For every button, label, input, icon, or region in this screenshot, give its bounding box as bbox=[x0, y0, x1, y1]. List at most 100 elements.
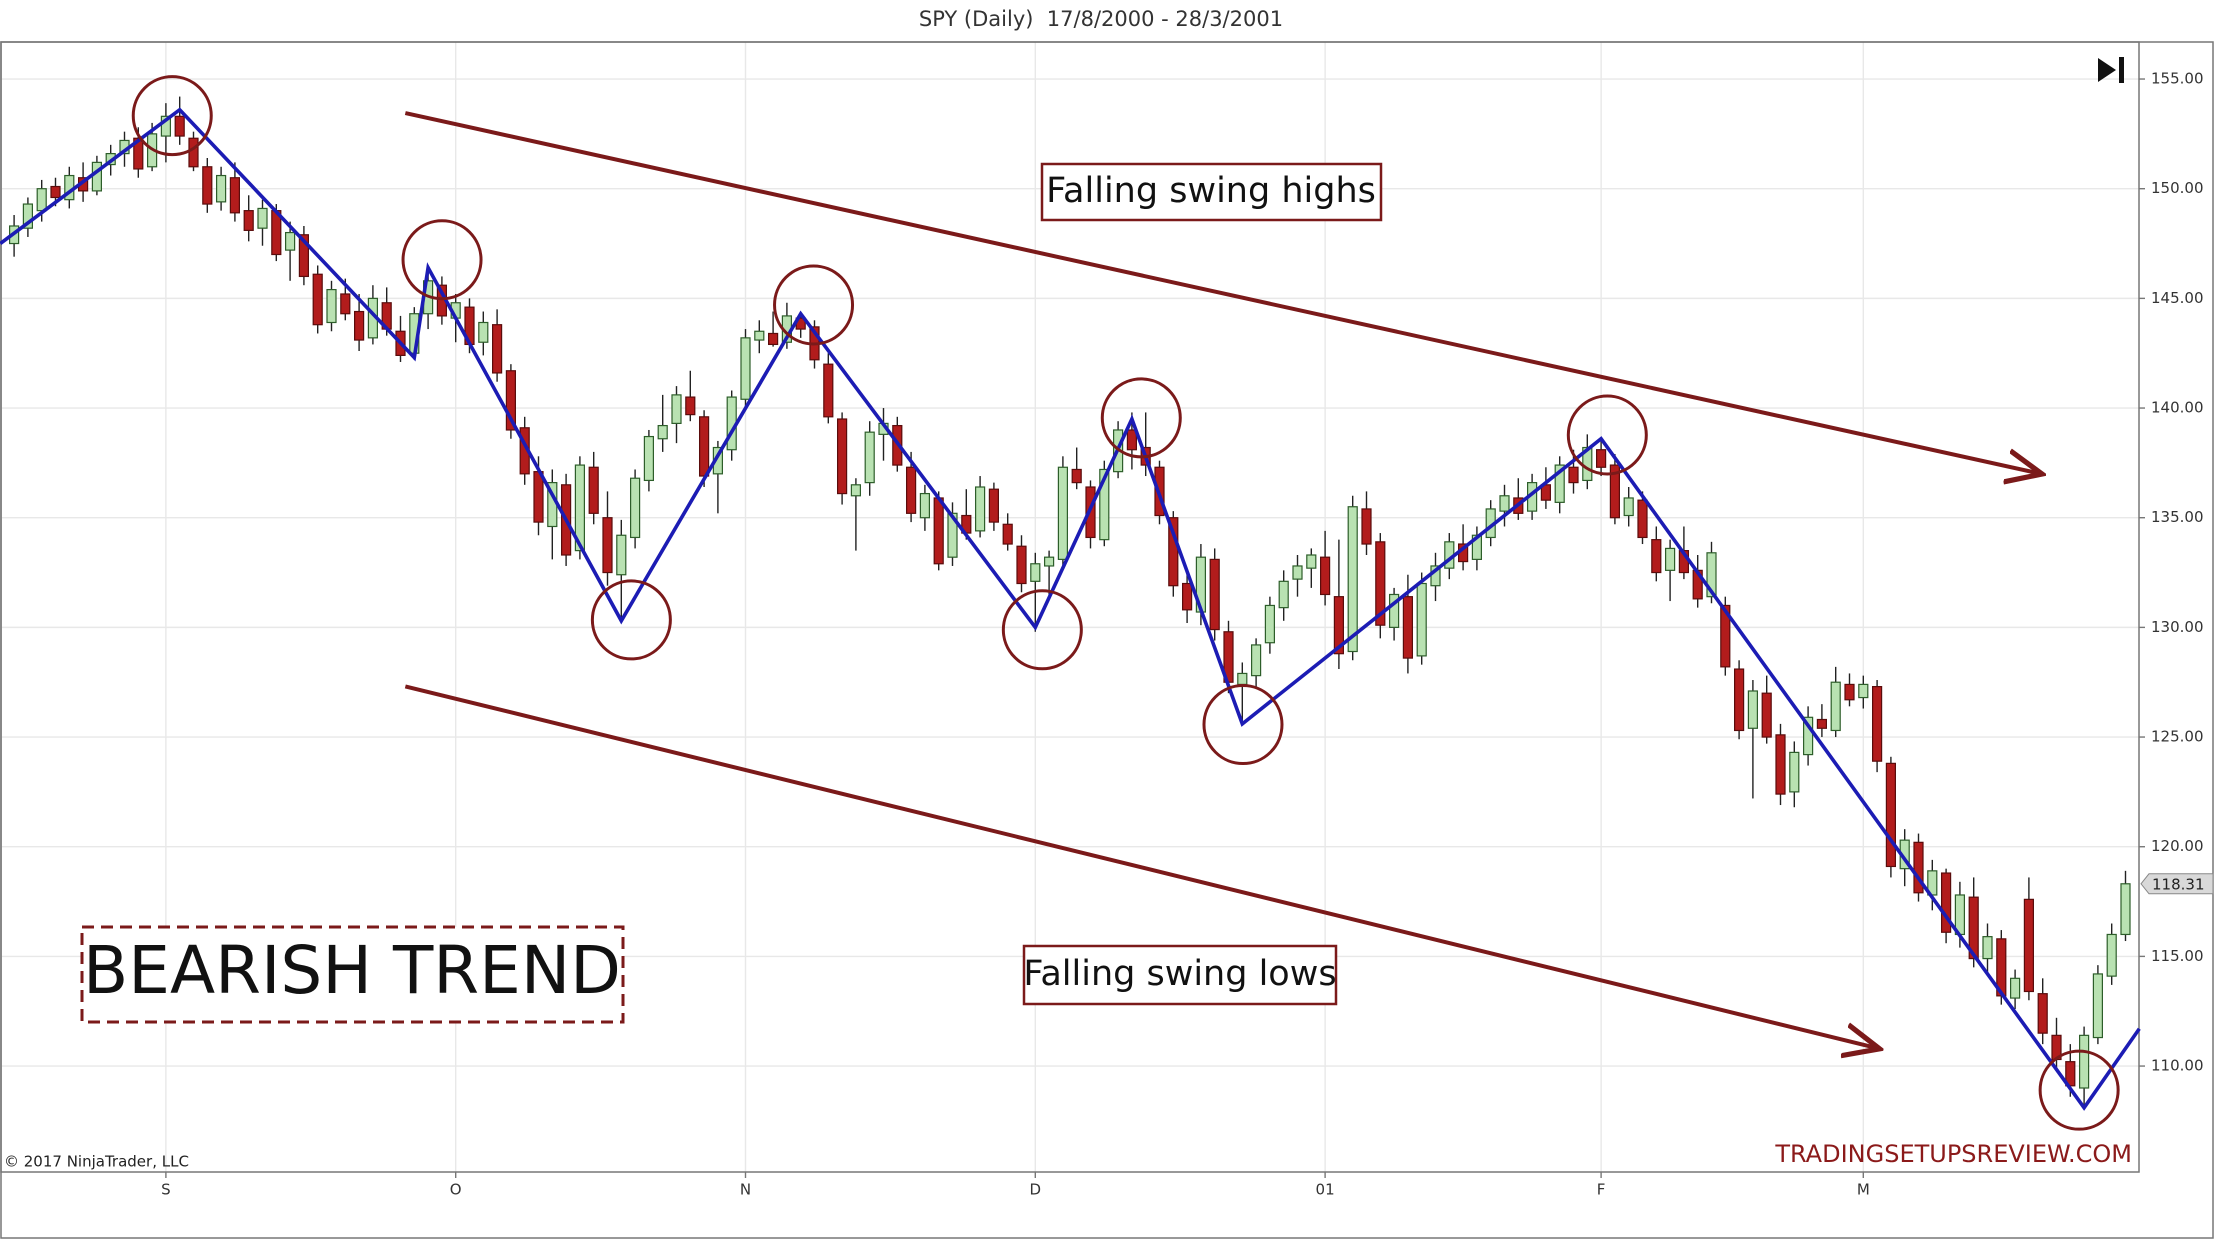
candle-body bbox=[505, 370, 516, 431]
candle-body bbox=[1830, 681, 1841, 732]
candle-body bbox=[340, 293, 351, 315]
candle-body bbox=[1664, 547, 1676, 571]
watermark: TRADINGSETUPSREVIEW.COM bbox=[1774, 1140, 2132, 1168]
zigzag-line bbox=[0, 107, 2141, 1111]
candle-body bbox=[1099, 468, 1110, 541]
candle-body bbox=[229, 177, 240, 214]
candle-body bbox=[188, 137, 199, 168]
candle-body bbox=[988, 488, 1000, 523]
candle-body bbox=[2106, 933, 2117, 977]
trend-label: BEARISH TREND bbox=[83, 932, 621, 1009]
candle-body bbox=[354, 310, 365, 341]
candle-body bbox=[1844, 683, 1855, 701]
y-tick-label: 135.00 bbox=[2151, 508, 2204, 526]
candle-body bbox=[1858, 683, 1869, 699]
x-tick-label: D bbox=[1030, 1181, 1042, 1199]
candle-body bbox=[1609, 464, 1621, 519]
y-tick-label: 125.00 bbox=[2151, 728, 2204, 746]
candle-body bbox=[1057, 466, 1069, 560]
trend-box bbox=[80, 925, 625, 1024]
candle-body bbox=[298, 234, 309, 278]
candle-body bbox=[588, 466, 599, 514]
swing-circle bbox=[1001, 589, 1083, 671]
annotation-box bbox=[1040, 162, 1383, 222]
x-tick-label: F bbox=[1597, 1181, 1606, 1199]
candle-body bbox=[1940, 872, 1952, 933]
candle-body bbox=[1761, 692, 1772, 738]
candle-body bbox=[533, 471, 544, 523]
y-tick-label: 110.00 bbox=[2151, 1057, 2204, 1075]
candle-body bbox=[850, 484, 862, 497]
candle-body bbox=[1030, 563, 1041, 582]
candle-body bbox=[1871, 686, 1883, 762]
candle-body bbox=[1416, 582, 1427, 657]
annotation: Falling swing lows bbox=[1023, 954, 1336, 994]
candle-body bbox=[312, 273, 323, 326]
candle-body bbox=[1595, 449, 1607, 468]
candle-body bbox=[1554, 464, 1565, 503]
candle-body bbox=[1181, 582, 1193, 611]
last-price-label: 118.31 bbox=[2152, 875, 2205, 893]
candle-body bbox=[1209, 558, 1220, 631]
swing-circle bbox=[1566, 394, 1648, 476]
candle-body bbox=[1375, 541, 1386, 626]
candle-body bbox=[1789, 751, 1800, 793]
candle-body bbox=[1706, 552, 1717, 598]
candle-body bbox=[1043, 556, 1055, 567]
candle-body bbox=[257, 207, 268, 229]
copyright: © 2017 NinjaTrader, LLC bbox=[4, 1153, 189, 1171]
candle-body bbox=[2023, 898, 2035, 993]
y-tick-label: 145.00 bbox=[2151, 289, 2204, 307]
candle-body bbox=[1306, 554, 1317, 569]
candle-body bbox=[616, 534, 627, 576]
candle-body bbox=[1071, 468, 1082, 484]
candle-body bbox=[629, 477, 641, 539]
candle-body bbox=[202, 166, 213, 205]
candle-body bbox=[657, 424, 668, 440]
y-tick-label: 130.00 bbox=[2151, 618, 2204, 636]
candle-body bbox=[1361, 508, 1372, 545]
swing-circle bbox=[401, 219, 483, 301]
annotation: Falling swing highs bbox=[1046, 171, 1376, 211]
x-tick-label: S bbox=[161, 1181, 171, 1199]
candle-body bbox=[1968, 896, 1979, 960]
candle-body bbox=[1720, 604, 1731, 668]
annotation-box bbox=[1022, 944, 1338, 1006]
candle-body bbox=[1775, 734, 1786, 795]
candle-body bbox=[1802, 716, 1814, 756]
x-tick-label: M bbox=[1857, 1181, 1870, 1199]
candle-body bbox=[2079, 1034, 2090, 1089]
candle-body bbox=[1651, 539, 1662, 574]
candle-body bbox=[1913, 841, 1924, 894]
candle-body bbox=[1982, 936, 1993, 960]
y-tick-label: 115.00 bbox=[2151, 947, 2204, 965]
y-tick-label: 150.00 bbox=[2151, 179, 2204, 197]
chart-title: SPY (Daily) 17/8/2000 - 28/3/2001 bbox=[919, 7, 1283, 31]
candle-body bbox=[740, 337, 751, 400]
candle-body bbox=[2037, 993, 2048, 1034]
swing-circle bbox=[1202, 684, 1284, 766]
candle-body bbox=[174, 115, 185, 137]
candle-body bbox=[1002, 523, 1013, 545]
candle-body bbox=[243, 210, 254, 231]
overlay bbox=[0, 75, 2141, 1131]
candle-body bbox=[933, 497, 944, 565]
candle-body bbox=[1237, 672, 1248, 686]
candle-body bbox=[602, 517, 613, 574]
candle-body bbox=[574, 464, 586, 552]
y-tick-label: 155.00 bbox=[2151, 70, 2204, 88]
candle-body bbox=[974, 486, 986, 532]
candle-body bbox=[1126, 429, 1138, 451]
trend-line bbox=[404, 111, 2038, 473]
candle-body bbox=[823, 363, 834, 418]
candle-body bbox=[905, 466, 917, 514]
candle-body bbox=[50, 185, 61, 199]
y-tick-label: 120.00 bbox=[2151, 837, 2204, 855]
candle-body bbox=[36, 188, 47, 212]
candle-body bbox=[1168, 517, 1179, 587]
outer-frame bbox=[0, 41, 2214, 1239]
candle-body bbox=[22, 203, 33, 229]
candle-body bbox=[285, 231, 296, 251]
x-tick-label: O bbox=[450, 1181, 462, 1199]
